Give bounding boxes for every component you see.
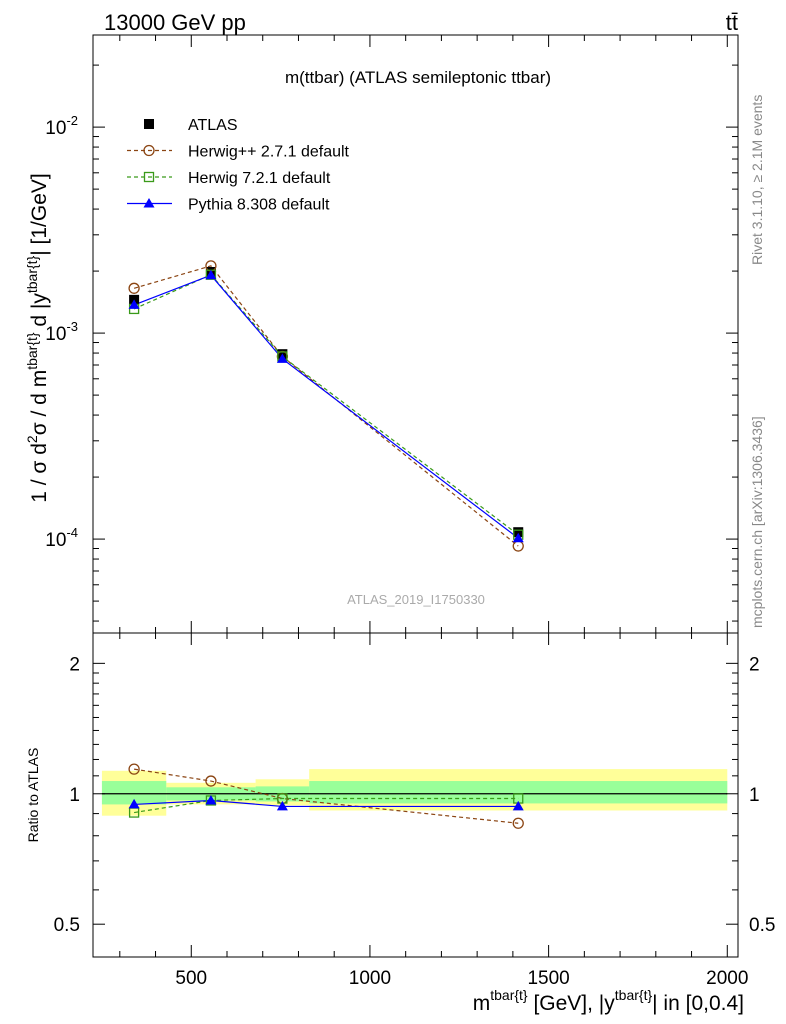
main-y-axis-label: 1 / σ d2​σ / d mtbar{t}​ d |ytbar{t}​| [… xyxy=(24,173,51,503)
legend-label-2: Herwig 7.2.1 default xyxy=(188,170,331,187)
legend: ATLAS Herwig++ 2.7.1 default Herwig 7.2.1 … xyxy=(127,117,350,214)
main-series-line-2 xyxy=(133,274,519,536)
ratio-y-tick-label-right: 0.5 xyxy=(749,915,775,936)
y-tick-label: 10-2 xyxy=(45,113,78,139)
x-tick-label: 1500 xyxy=(527,968,569,989)
rivet-label: Rivet 3.1.10, ≥ 2.1M events xyxy=(749,95,765,265)
x-tick-label: 1000 xyxy=(349,968,391,989)
legend-marker-2 xyxy=(143,171,155,183)
ratio-series-0-point-0 xyxy=(128,763,140,775)
mcplots-label: mcplots.cern.ch [arXiv:1306.3436] xyxy=(749,416,765,628)
ratio-series-2-point-2 xyxy=(276,800,288,811)
header-left-label: 13000 GeV pp xyxy=(104,10,246,35)
ratio-x-axis-label-text: mtbar{t}​ [GeV], |ytbar{t}​| in [0,0.4] xyxy=(473,987,744,1015)
ratio-series-2-point-0 xyxy=(128,798,140,809)
main-panel-lines xyxy=(133,265,519,547)
main-series-line-1 xyxy=(133,265,519,547)
legend-label-0: ATLAS xyxy=(188,117,238,134)
x-tick-label: 2000 xyxy=(706,968,748,989)
main-series-3-point-2 xyxy=(276,353,288,363)
ratio-panel-markers xyxy=(128,763,524,829)
ratio-band-inner-0 xyxy=(101,781,167,805)
ratio-series-line-2 xyxy=(134,799,519,808)
legend-marker-1 xyxy=(143,144,155,157)
header-right-label: tt̄ xyxy=(726,10,738,35)
main-panel-axes: 10-4 10-3 10-2 xyxy=(45,34,739,634)
ratio-series-2-point-1 xyxy=(205,794,217,805)
main-series-3-point-3 xyxy=(512,532,524,543)
legend-label-1: Herwig++ 2.7.1 default xyxy=(188,144,350,161)
main-series-3-point-0 xyxy=(128,299,140,309)
ratio-y-axis-label: Ratio to ATLAS xyxy=(25,748,41,843)
ratio-frame xyxy=(92,632,739,958)
ratio-band-inner-3 xyxy=(309,781,728,804)
ratio-y-tick-label-left: 2 xyxy=(69,654,80,675)
main-series-0-point-3 xyxy=(513,527,524,538)
ratio-series-line-1 xyxy=(134,797,519,814)
ratio-y-tick-label-right: 1 xyxy=(749,785,760,806)
ratio-series-0-point-1 xyxy=(205,775,217,787)
ratio-y-tick-label-right: 2 xyxy=(749,654,760,675)
ratio-panel-axes: 500 1000 1500 2000 0.5 0.5 1 1 2 2 xyxy=(54,632,775,989)
ratio-panel-lines xyxy=(134,768,519,824)
main-series-line-3 xyxy=(133,274,519,539)
main-panel-markers xyxy=(128,260,524,552)
main-series-3-point-1 xyxy=(205,269,217,280)
ratio-y-tick-label-left: 0.5 xyxy=(54,915,80,936)
x-tick-label: 500 xyxy=(175,968,207,989)
y-tick-label: 10-4 xyxy=(45,525,78,551)
main-title: m(ttbar) (ATLAS semileptonic ttbar) xyxy=(285,68,551,87)
ratio-series-line-0 xyxy=(134,768,519,824)
main-y-axis-label-text: 1 / σ d2​σ / d mtbar{t}​ d |ytbar{t}​| [… xyxy=(24,173,51,503)
ratio-y-tick-label-left: 1 xyxy=(69,785,80,806)
watermark-label: ATLAS_2019_I1750330 xyxy=(347,592,485,607)
legend-marker-0 xyxy=(144,119,154,129)
ratio-x-axis-label: mtbar{t}​ [GeV], |ytbar{t}​| in [0,0.4] xyxy=(473,987,744,1015)
ratio-panel-bands xyxy=(101,769,728,816)
ratio-series-0-point-3 xyxy=(512,817,524,829)
main-series-1-point-0 xyxy=(128,282,140,294)
ratio-series-2-point-3 xyxy=(512,800,524,811)
y-tick-label: 10-3 xyxy=(45,319,78,345)
legend-marker-3 xyxy=(143,198,155,208)
legend-label-3: Pythia 8.308 default xyxy=(188,197,330,214)
